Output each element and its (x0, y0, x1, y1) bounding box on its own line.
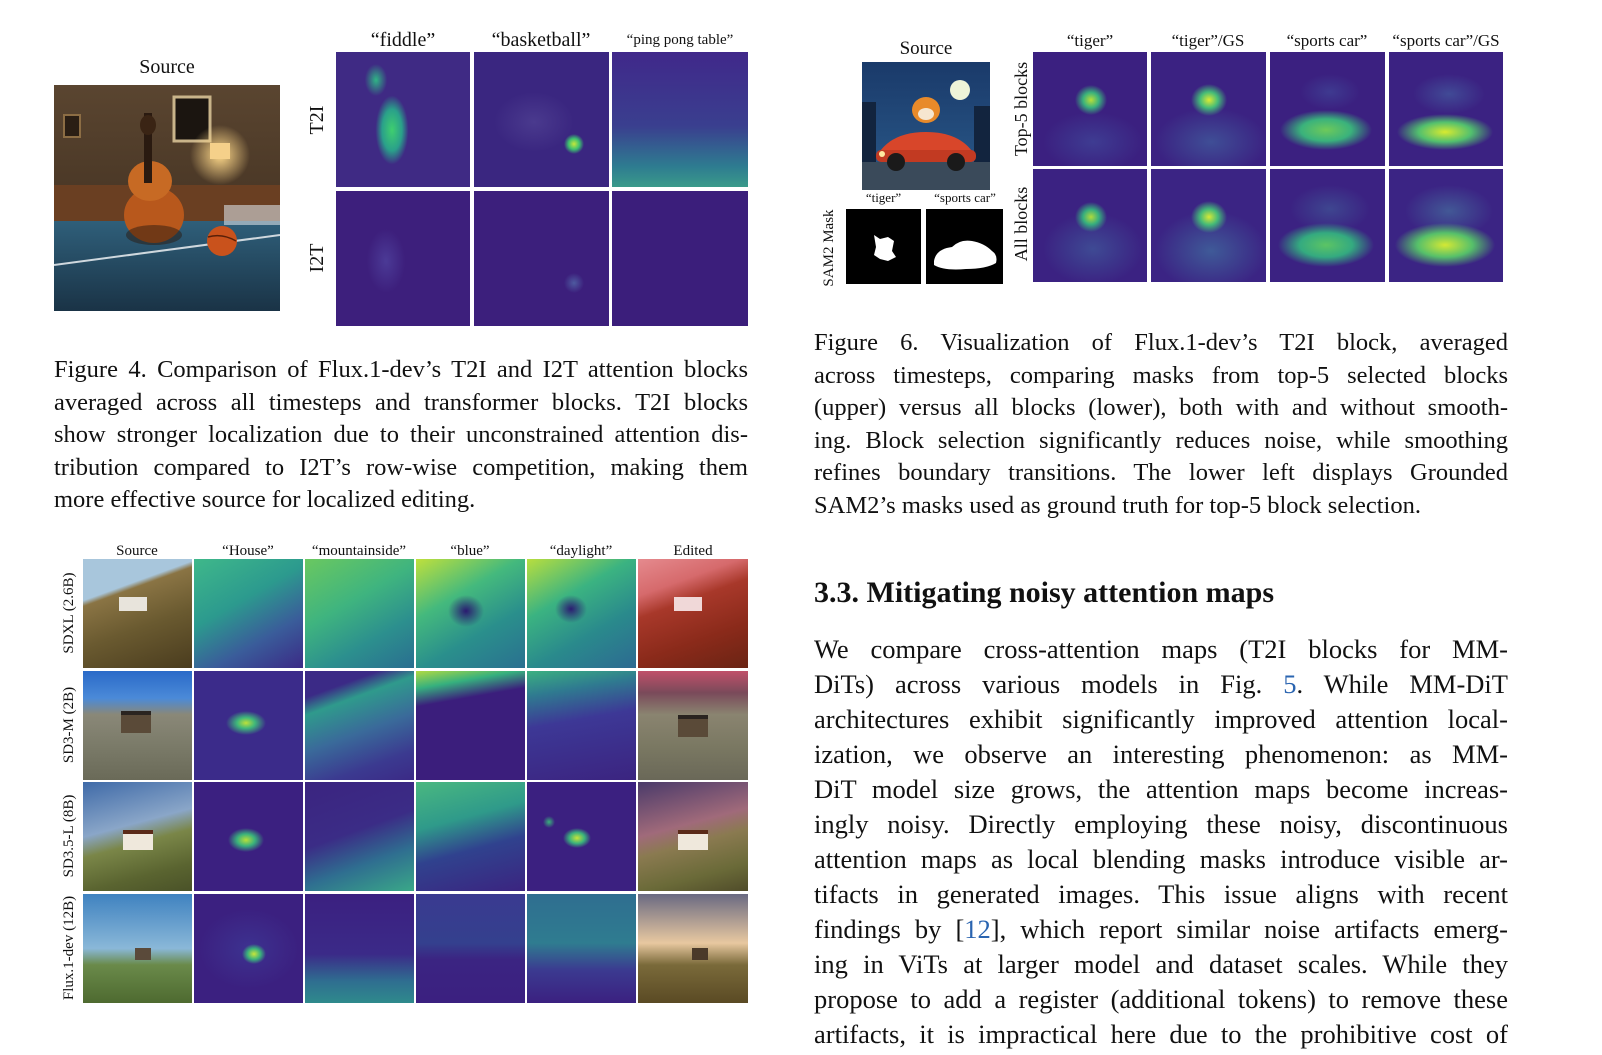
sports-car-mask-shape (934, 240, 997, 270)
fig4-col-label-fiddle: “fiddle” (370, 29, 436, 51)
fig5-row-label-sd3-5-l: SD3.5-L (8B) (61, 794, 77, 878)
fig5-sd3-m-daylight-heatmap (527, 671, 636, 780)
tiger-car-illustration (862, 62, 990, 190)
body-line-citation: findings by [12], which report similar n… (814, 914, 1509, 944)
fig6-top5-sports-car-gs-heatmap (1389, 52, 1503, 166)
fig6-all-tiger-gs-heatmap (1151, 169, 1266, 282)
fig6-col-label-tiger-gs: “tiger”/GS (1171, 31, 1245, 50)
fig4-i2t-basketball-heatmap (474, 191, 609, 326)
fig5-row-label-sdxl: SDXL (2.6B) (61, 572, 77, 654)
fig4-row-label-i2t: I2T (306, 243, 328, 273)
fig5-sd3-m-source-image (83, 671, 192, 780)
fig5-sd3-5-l-source-image (83, 782, 192, 891)
fig4-t2i-ping-pong-table-heatmap (612, 52, 748, 187)
fig5-sd3-m-blue-heatmap (416, 671, 525, 780)
figure-5-link[interactable]: 5 (1283, 669, 1297, 699)
fig5-sdxl-mountainside-heatmap (305, 559, 414, 668)
violin-scene-illustration (54, 85, 280, 311)
fig6-top5-tiger-gs-heatmap (1151, 52, 1266, 166)
fig6-all-tiger-heatmap (1033, 169, 1147, 282)
fig6-mask-title: SAM2 Mask (821, 209, 837, 287)
fig5-flux-daylight-heatmap (527, 894, 636, 1003)
fig5-sd3-5-l-house-heatmap (194, 782, 303, 891)
fig6-row-label-top5: Top-5 blocks (1011, 61, 1031, 157)
fig5-sd3-5-l-edited-image (638, 782, 748, 891)
fig6-tiger-mask (846, 209, 921, 284)
fig5-sdxl-source-image (83, 559, 192, 668)
fig4-caption: Figure 4. Comparison of Flux.1-dev’s T2I… (54, 356, 748, 513)
fig5-col-label-source: Source (116, 543, 158, 559)
fig6-all-sports-car-gs-heatmap (1389, 169, 1503, 282)
fig4-t2i-fiddle-heatmap (336, 52, 470, 187)
fig6-sports-car-mask (926, 209, 1003, 284)
section-title: 3.3. Mitigating noisy attention maps (814, 576, 1275, 609)
fig5-flux-source-image (83, 894, 192, 1003)
fig5-sd3-5-l-blue-heatmap (416, 782, 525, 891)
fig6-col-label-sports-car: “sports car” (1286, 31, 1368, 50)
fig5-row-label-sd3-m: SD3-M (2B) (61, 686, 77, 764)
fig5-sd3-5-l-mountainside-heatmap (305, 782, 414, 891)
fig5-col-label-house: “House” (222, 543, 274, 559)
fig5-flux-mountainside-heatmap (305, 894, 414, 1003)
fig6-col-label-tiger: “tiger” (1066, 31, 1114, 50)
fig4-col-label-ping-pong-table: “ping pong table” (626, 32, 734, 48)
body-line-fig-ref: DiTs) across various models in Fig. 5. W… (814, 669, 1508, 699)
fig5-sdxl-house-heatmap (194, 559, 303, 668)
fig4-source-label: Source (139, 56, 195, 78)
fig5-sdxl-edited-image (638, 559, 748, 668)
fig4-i2t-ping-pong-table-heatmap (612, 191, 748, 326)
tiger-mask-shape (874, 235, 896, 261)
fig4-row-label-t2i: T2I (306, 105, 328, 135)
fig5-sd3-5-l-daylight-heatmap (527, 782, 636, 891)
fig5-col-label-blue: “blue” (450, 543, 490, 559)
fig5-col-label-mountainside: “mountainside” (311, 543, 407, 559)
fig5-flux-house-heatmap (194, 894, 303, 1003)
fig5-col-label-daylight: “daylight” (549, 543, 613, 559)
fig6-mask-label-sports-car: “sports car” (934, 190, 996, 205)
fig4-source-image (54, 85, 280, 311)
fig5-sdxl-blue-heatmap (416, 559, 525, 668)
fig6-col-label-sports-car-gs: “sports car”/GS (1392, 31, 1500, 50)
fig6-source-image (862, 62, 990, 190)
fig6-top5-sports-car-heatmap (1270, 52, 1385, 166)
fig6-caption: Figure 6. Visualization of Flux.1-dev’s … (814, 329, 1508, 519)
fig5-col-label-edited: Edited (673, 543, 713, 559)
fig5-row-label-flux: Flux.1-dev (12B) (61, 895, 77, 1001)
fig4-i2t-fiddle-heatmap (336, 191, 470, 326)
fig6-top5-tiger-heatmap (1033, 52, 1147, 166)
fig6-mask-label-tiger: “tiger” (865, 190, 902, 205)
fig6-row-label-all-blocks: All blocks (1011, 186, 1031, 262)
reference-12-link[interactable]: 12 (964, 914, 991, 944)
fig5-flux-blue-heatmap (416, 894, 525, 1003)
fig5-sdxl-daylight-heatmap (527, 559, 636, 668)
fig5-sd3-m-edited-image (638, 671, 748, 780)
fig5-sd3-m-mountainside-heatmap (305, 671, 414, 780)
fig4-col-label-basketball: “basketball” (491, 29, 591, 51)
fig5-flux-edited-image (638, 894, 748, 1003)
fig4-t2i-basketball-heatmap (474, 52, 609, 187)
fig6-source-label: Source (899, 38, 953, 59)
section-body: We compare cross-attention maps (T2I blo… (814, 634, 1509, 1049)
fig5-sd3-m-house-heatmap (194, 671, 303, 780)
fig6-all-sports-car-heatmap (1270, 169, 1385, 282)
